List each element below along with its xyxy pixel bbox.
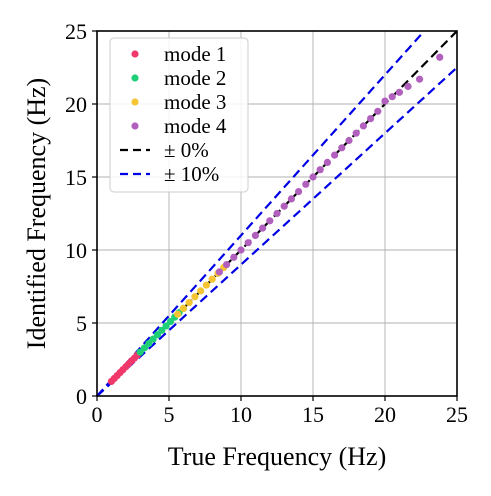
data-point-mode-4: [259, 224, 267, 232]
data-point-mode-3: [174, 310, 182, 318]
plus-ten-percent-line: [96, 30, 426, 397]
data-point-mode-4: [415, 75, 424, 83]
data-point-mode-4: [280, 202, 288, 210]
data-point-mode-4: [395, 88, 403, 96]
data-point-mode-4: [331, 151, 339, 159]
legend-dot-marker: [131, 74, 139, 82]
data-point-mode-4: [244, 239, 252, 247]
data-point-mode-2: [136, 348, 144, 356]
data-point-mode-3: [185, 298, 193, 307]
data-point-mode-4: [230, 253, 238, 261]
legend-label: mode 1: [164, 42, 226, 66]
x-tick-label: 15: [302, 402, 324, 427]
data-point-mode-4: [223, 261, 231, 269]
data-point-mode-3: [197, 287, 205, 295]
legend-box: [109, 37, 249, 193]
data-point-mode-3: [191, 293, 199, 301]
legend-label: mode 2: [164, 66, 226, 90]
y-tick-label: 15: [65, 165, 87, 190]
data-point-mode-2: [162, 322, 170, 330]
data-point-mode-4: [316, 166, 324, 174]
data-point-mode-4: [295, 188, 303, 196]
y-tick-label: 5: [76, 311, 87, 336]
legend-dot-marker: [131, 50, 139, 58]
x-tick-label: 10: [230, 402, 252, 427]
data-point-mode-4: [323, 158, 331, 166]
ticks: 0 5 10 15 20 25 0 5 10 15 20 25: [65, 19, 468, 427]
data-point-mode-4: [251, 231, 259, 239]
data-point-mode-2: [158, 326, 166, 334]
y-axis-label: Identified Frequency (Hz): [22, 78, 51, 349]
data-point-mode-4: [309, 173, 317, 181]
data-point-mode-4: [273, 209, 281, 218]
minus-ten-percent-line: [96, 66, 458, 397]
y-tick-label: 10: [65, 238, 87, 263]
y-tick-label: 20: [65, 92, 87, 117]
x-tick-label: 0: [92, 402, 103, 427]
data-point-mode-4: [436, 53, 444, 61]
y-tick-label: 0: [76, 384, 87, 409]
data-point-mode-4: [302, 180, 310, 188]
data-point-mode-2: [166, 317, 175, 326]
legend-label: ± 0%: [164, 138, 209, 162]
data-point-mode-3: [202, 281, 211, 289]
data-point-mode-4: [287, 195, 295, 203]
data-point-mode-4: [345, 136, 353, 145]
data-point-mode-2: [140, 344, 149, 352]
legend-dot-marker: [131, 98, 139, 106]
data-point-mode-4: [374, 107, 382, 115]
data-points: [107, 53, 444, 385]
data-point-mode-4: [404, 82, 412, 91]
x-tick-label: 5: [164, 402, 175, 427]
data-point-mode-4: [367, 115, 375, 123]
data-point-mode-4: [381, 97, 389, 105]
data-point-mode-2: [145, 339, 153, 348]
x-tick-label: 20: [374, 402, 396, 427]
data-point-mode-4: [388, 93, 396, 101]
data-point-mode-4: [215, 268, 223, 276]
data-point-mode-4: [237, 246, 245, 254]
legend-label: ± 10%: [164, 162, 219, 186]
data-point-mode-2: [153, 331, 162, 339]
legend-label: mode 3: [164, 90, 226, 114]
legend-label: mode 4: [164, 114, 227, 138]
data-point-mode-4: [338, 144, 346, 152]
x-tick-label: 25: [446, 402, 468, 427]
legend-dot-marker: [131, 122, 139, 130]
data-point-mode-2: [149, 335, 157, 343]
data-point-mode-4: [352, 129, 360, 137]
data-point-mode-4: [359, 122, 367, 130]
data-point-mode-4: [266, 217, 274, 225]
data-point-mode-3: [179, 304, 187, 312]
x-axis-label: True Frequency (Hz): [168, 442, 387, 471]
data-point-mode-3: [208, 275, 216, 283]
y-tick-label: 25: [65, 19, 87, 44]
plot-frame: [96, 30, 458, 397]
